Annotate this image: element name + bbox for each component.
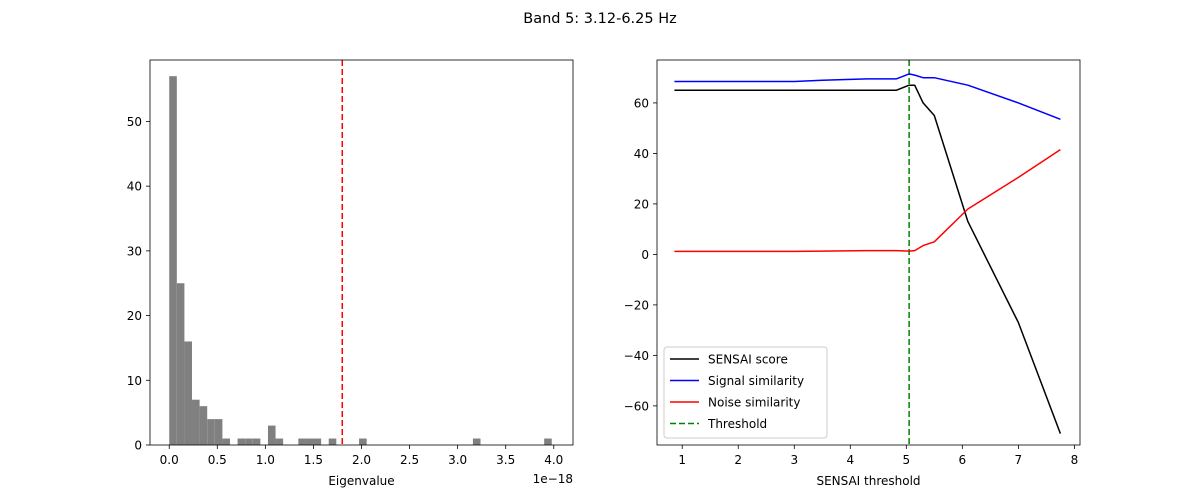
x-tick-label: 2.0 [352, 453, 371, 467]
signal-similarity-line [674, 73, 1061, 120]
histogram-bar [169, 76, 177, 446]
y-tick-label: 10 [127, 374, 142, 388]
histogram-bar [275, 438, 284, 445]
line-x-ticks: 1 2 3 4 5 6 7 8 [678, 445, 1078, 467]
x-tick-label: 2 [734, 453, 742, 467]
x-tick-label: 4 [846, 453, 854, 467]
x-tick-label: 8 [1071, 453, 1079, 467]
sensai-line-panel: −60 −40 −20 0 20 40 60 1 2 3 4 5 6 7 8 SENSAI thresho… [624, 59, 1081, 488]
histogram-bar [472, 438, 481, 445]
histogram-bar [214, 419, 223, 445]
histogram-bars [169, 76, 552, 446]
histogram-bar [544, 438, 552, 445]
line-y-ticks: −60 −40 −20 0 20 40 60 [624, 96, 657, 413]
histogram-bar [237, 438, 246, 445]
x-tick-label: 0.5 [208, 453, 227, 467]
x-tick-label: 1 [678, 453, 686, 467]
histogram-bar [184, 341, 193, 445]
legend-box [663, 346, 828, 439]
histogram-bar [305, 438, 314, 445]
y-tick-label: −40 [624, 349, 649, 363]
histogram-bar [207, 419, 215, 445]
histogram-x-ticks: 0.0 0.5 1.0 1.5 2.0 2.5 3.0 3.5 4.0 [160, 445, 563, 467]
line-axes-frame [656, 59, 1081, 446]
histogram-bar [245, 438, 253, 445]
x-tick-label: 7 [1015, 453, 1023, 467]
y-tick-label: 20 [634, 197, 649, 211]
histogram-y-ticks: 0 10 20 30 40 50 [127, 115, 150, 453]
legend-label: Noise similarity [708, 396, 800, 410]
chart-legend: SENSAI score Signal similarity Noise simil… [663, 346, 828, 439]
histogram-bar [313, 438, 322, 445]
y-tick-label: 40 [127, 180, 142, 194]
x-tick-label: 1.5 [304, 453, 323, 467]
histogram-bar [222, 438, 230, 445]
histogram-bar [192, 399, 200, 445]
y-tick-label: −60 [624, 399, 649, 413]
legend-label: Threshold [707, 417, 767, 431]
histogram-bar [298, 438, 306, 445]
x-tick-label: 6 [959, 453, 967, 467]
x-tick-label: 5 [902, 453, 910, 467]
y-tick-label: 40 [634, 147, 649, 161]
histogram-bar [267, 425, 276, 445]
histogram-bar [176, 283, 185, 445]
y-tick-label: 60 [634, 96, 649, 110]
figure-title: Band 5: 3.12-6.25 Hz [523, 11, 676, 27]
y-tick-label: 50 [127, 115, 142, 129]
histogram-axes-frame [149, 59, 574, 446]
x-tick-label: 3.5 [496, 453, 515, 467]
noise-similarity-line [674, 148, 1061, 253]
histogram-x-offset-label: 1e−18 [533, 472, 573, 486]
histogram-x-axis-label: Eigenvalue [328, 474, 394, 488]
histogram-bar [328, 438, 337, 445]
y-tick-label: 20 [127, 309, 142, 323]
y-tick-label: 30 [127, 244, 142, 258]
y-tick-label: 0 [641, 248, 649, 262]
y-tick-label: −20 [624, 298, 649, 312]
x-tick-label: 1.0 [256, 453, 275, 467]
x-tick-label: 4.0 [544, 453, 563, 467]
histogram-bar [359, 438, 367, 445]
x-tick-label: 3.0 [448, 453, 467, 467]
sensai-score-line [674, 84, 1062, 434]
x-tick-label: 2.5 [400, 453, 419, 467]
histogram-bar [252, 438, 261, 445]
line-x-axis-label: SENSAI threshold [816, 474, 920, 488]
y-tick-label: 0 [134, 439, 142, 453]
histogram-bar [199, 406, 208, 445]
x-tick-label: 0.0 [160, 453, 179, 467]
legend-label: Signal similarity [708, 374, 804, 388]
x-tick-label: 3 [790, 453, 798, 467]
legend-label: SENSAI score [708, 353, 788, 367]
sensai-series-lines [674, 73, 1062, 434]
